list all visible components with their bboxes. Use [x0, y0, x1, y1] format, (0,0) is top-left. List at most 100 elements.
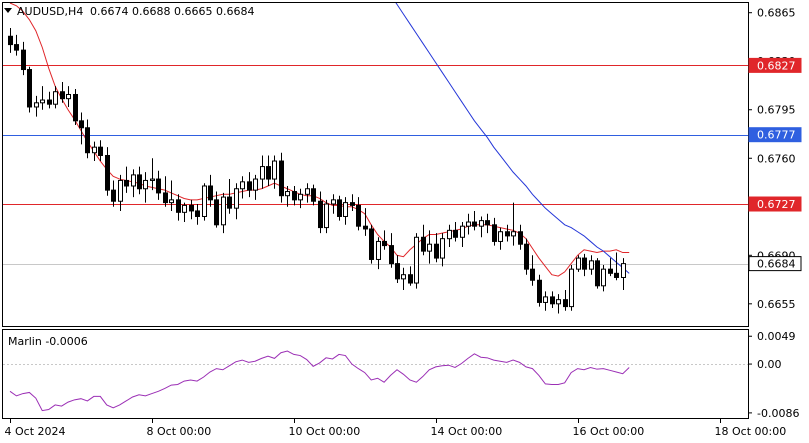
candle[interactable] [260, 155, 265, 189]
candle[interactable] [401, 267, 406, 290]
candle[interactable] [118, 174, 123, 211]
candle[interactable] [414, 233, 419, 289]
candle[interactable] [240, 176, 245, 199]
candle[interactable] [27, 66, 32, 113]
candle[interactable] [356, 197, 361, 231]
candle[interactable] [60, 82, 65, 103]
candle[interactable] [524, 238, 529, 275]
candle[interactable] [169, 180, 174, 211]
candle[interactable] [492, 217, 497, 246]
candle[interactable] [137, 166, 142, 195]
candle[interactable] [543, 291, 548, 311]
candle[interactable] [550, 291, 555, 308]
candle[interactable] [511, 202, 516, 246]
candle[interactable] [253, 174, 258, 200]
candle[interactable] [195, 204, 200, 225]
candle[interactable] [582, 253, 587, 277]
candle[interactable] [453, 222, 458, 242]
candle[interactable] [21, 41, 26, 76]
candle[interactable] [337, 195, 342, 221]
candle[interactable] [369, 224, 374, 264]
candle[interactable] [382, 230, 387, 250]
candle[interactable] [305, 183, 310, 203]
candle[interactable] [156, 170, 161, 200]
candle[interactable] [8, 27, 13, 53]
candle[interactable] [350, 194, 355, 211]
candle[interactable] [221, 192, 226, 234]
candle[interactable] [589, 255, 594, 275]
collapse-arrow-icon[interactable] [4, 8, 12, 13]
time-tick-label: 10 Oct 00:00 [289, 425, 361, 438]
candle[interactable] [479, 216, 484, 238]
candle[interactable] [311, 184, 316, 206]
candle[interactable] [601, 265, 606, 292]
bull-candle-body [305, 188, 310, 195]
candle[interactable] [563, 289, 568, 311]
candle[interactable] [343, 197, 348, 225]
candle[interactable] [427, 230, 432, 264]
candle[interactable] [530, 255, 535, 286]
candle[interactable] [505, 224, 510, 242]
candle[interactable] [272, 155, 277, 189]
candle[interactable] [234, 183, 239, 220]
candle[interactable] [66, 86, 71, 107]
candle[interactable] [150, 158, 155, 191]
candle[interactable] [163, 176, 168, 207]
candle[interactable] [105, 147, 110, 196]
candle[interactable] [331, 194, 336, 214]
candle[interactable] [298, 188, 303, 209]
candle[interactable] [621, 258, 626, 290]
candle[interactable] [363, 208, 368, 236]
candle[interactable] [53, 86, 58, 109]
candle[interactable] [34, 95, 39, 117]
candle[interactable] [292, 185, 297, 206]
candle[interactable] [176, 194, 181, 221]
candle[interactable] [421, 224, 426, 256]
candle[interactable] [266, 155, 271, 186]
candle[interactable] [395, 255, 400, 284]
candle[interactable] [227, 179, 232, 214]
candle[interactable] [208, 174, 213, 207]
candle[interactable] [131, 169, 136, 198]
candle[interactable] [324, 199, 329, 234]
candle[interactable] [376, 237, 381, 270]
candle[interactable] [14, 34, 19, 56]
candle[interactable] [408, 266, 413, 286]
candle[interactable] [79, 112, 84, 145]
candle[interactable] [389, 233, 394, 268]
candle[interactable] [614, 252, 619, 281]
candle[interactable] [498, 227, 503, 250]
candle[interactable] [111, 180, 116, 207]
candle[interactable] [98, 140, 103, 162]
candle[interactable] [143, 172, 148, 203]
candle[interactable] [214, 191, 219, 228]
candle[interactable] [40, 86, 45, 110]
candle[interactable] [279, 152, 284, 203]
candle[interactable] [440, 233, 445, 267]
candle[interactable] [472, 210, 477, 231]
candle[interactable] [124, 166, 129, 193]
candle[interactable] [189, 199, 194, 220]
time-tick-label: 4 Oct 2024 [5, 425, 66, 438]
candle[interactable] [595, 258, 600, 289]
candle[interactable] [434, 233, 439, 263]
candle[interactable] [466, 213, 471, 235]
candle[interactable] [182, 202, 187, 223]
candle[interactable] [576, 255, 581, 272]
candle[interactable] [485, 213, 490, 234]
candle[interactable] [247, 172, 252, 198]
candle[interactable] [285, 185, 290, 207]
candle[interactable] [537, 274, 542, 307]
candle[interactable] [47, 91, 52, 109]
candle[interactable] [73, 88, 78, 125]
candle[interactable] [518, 224, 523, 250]
candle[interactable] [202, 183, 207, 221]
candle[interactable] [92, 141, 97, 162]
candle[interactable] [608, 258, 613, 277]
candle[interactable] [85, 119, 90, 159]
candle[interactable] [318, 191, 323, 234]
candle[interactable] [556, 294, 561, 314]
candle[interactable] [569, 265, 574, 311]
candle[interactable] [460, 222, 465, 247]
candle[interactable] [447, 224, 452, 247]
